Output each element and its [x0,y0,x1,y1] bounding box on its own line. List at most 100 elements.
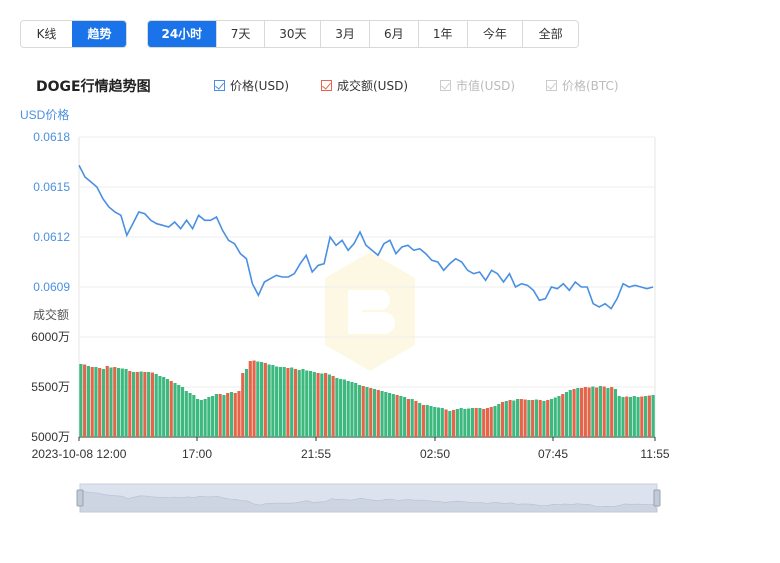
volume-bar [229,392,234,437]
volume-bar [305,370,309,437]
volume-bar [640,396,644,437]
volume-bar [226,393,230,437]
volume-bar [94,367,98,437]
volume-bar [256,361,260,437]
price-tick-label: 0.0612 [33,230,70,244]
volume-bar [335,378,339,437]
volume-bar [297,370,301,437]
tab-trend[interactable]: 趋势 [72,21,126,47]
volume-bar [203,399,207,437]
tab-30d[interactable]: 30天 [264,21,321,47]
x-tick-label: 21:55 [301,447,331,461]
legend-label: 市值(USD) [456,79,516,93]
volume-bar [327,374,331,437]
volume-bar [316,373,320,437]
volume-bar [98,368,102,437]
checkbox-checked-icon [214,80,225,91]
range-tab-group: 24小时 7天 30天 3月 6月 1年 今年 全部 [147,20,579,48]
volume-bar [237,391,241,437]
volume-bar [354,383,358,437]
tab-7d[interactable]: 7天 [215,21,265,47]
legend-label: 成交额(USD) [337,79,409,93]
x-tick-labels: 2023-10-08 12:00 17:00 21:55 02:50 07:45 11:5… [32,447,670,461]
volume-bar [436,407,441,437]
volume-bar [365,387,369,437]
zoom-handle-left[interactable] [76,489,84,507]
volume-bar [86,366,90,437]
volume-tick-label: 5000万 [31,430,70,444]
tab-kline[interactable]: K线 [21,21,73,47]
x-tick-label: 11:55 [640,447,669,461]
volume-bar [583,387,587,437]
volume-bar [150,372,154,437]
volume-bar [564,392,569,437]
volume-bar [455,409,459,437]
legend-marketcap-usd[interactable]: 市值(USD) [440,77,515,94]
volume-bar [282,367,286,437]
volume-bar [339,379,343,437]
watermark-logo [325,252,415,371]
volume-bar [165,379,170,437]
tab-ytd[interactable]: 今年 [466,21,523,47]
legend-volume-usd[interactable]: 成交额(USD) [321,77,408,94]
volume-bar [628,397,633,437]
volume-bar [177,385,181,437]
volume-bar [580,388,584,437]
volume-bar [290,367,294,437]
volume-bar [527,400,531,437]
checkbox-unchecked-icon [546,80,557,91]
volume-bar [410,399,414,437]
volume-bar [147,372,151,437]
legend-price-btc[interactable]: 价格(BTC) [546,77,619,94]
volume-bar [222,395,226,437]
volume-bar [180,387,185,437]
volume-bar [613,389,618,437]
volume-bar [101,369,106,437]
volume-bar [324,373,328,437]
volume-bar [452,410,456,437]
tab-3m[interactable]: 3月 [320,21,369,47]
volume-bar [500,402,505,437]
volume-bar [568,390,572,437]
volume-bar [467,408,471,437]
tab-all[interactable]: 全部 [522,21,578,47]
volume-bar [395,395,399,437]
legend-price-usd[interactable]: 价格(USD) [214,77,289,94]
volume-bar [418,403,422,437]
volume-bar [113,367,117,437]
volume-bar [625,396,629,437]
volume-bar [154,374,158,437]
volume-bars [79,360,655,437]
volume-bar [196,399,200,437]
volume-bar [523,399,527,437]
volume-bar [621,397,625,437]
volume-bar [173,383,177,437]
tab-6m[interactable]: 6月 [368,21,418,47]
volume-bar [531,400,535,437]
data-zoom-slider[interactable] [76,483,661,513]
volume-bar [610,387,614,437]
zoom-handle-right[interactable] [653,489,661,507]
price-tick-label: 0.0615 [33,180,70,194]
volume-bar [346,381,350,437]
chart-title: DOGE行情趋势图 [36,79,151,95]
volume-bar [342,379,346,437]
tab-1y[interactable]: 1年 [417,21,467,47]
volume-bar [651,395,655,437]
volume-bar [350,382,354,437]
volume-bar [485,408,490,437]
volume-bar [135,372,139,437]
volume-bar [252,360,256,437]
volume-bar [120,368,124,437]
volume-bar [184,391,188,437]
volume-bar [549,399,554,437]
volume-bar [158,376,162,437]
volume-bar [542,401,546,437]
volume-bar [557,396,561,437]
volume-bar [572,389,576,437]
tab-24h[interactable]: 24小时 [148,21,216,47]
mode-tab-group: K线 趋势 [20,20,127,48]
volume-bar [636,397,640,437]
volume-bar [391,394,395,437]
volume-bar [139,371,143,437]
